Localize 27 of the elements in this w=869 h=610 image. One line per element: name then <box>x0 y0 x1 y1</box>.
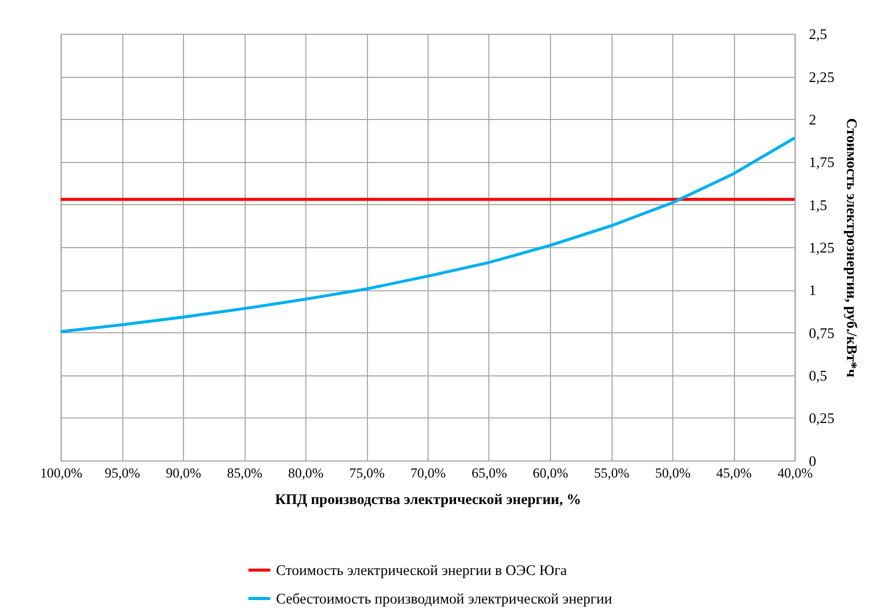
y-tick-label: 1,75 <box>808 155 834 172</box>
x-tick-label: 100,0% <box>40 466 82 481</box>
y-tick-label: 0,5 <box>808 368 828 385</box>
x-axis-title: КПД производства электрической энергии, % <box>275 492 582 508</box>
line-series <box>59 136 796 334</box>
x-tick-label: 70,0% <box>410 466 446 481</box>
x-tick-label: 85,0% <box>226 466 262 481</box>
y-tick-label: 2 <box>808 112 816 129</box>
y-tick-label: 0,75 <box>808 326 834 342</box>
y-tick-label: 1 <box>808 283 816 300</box>
x-tick-label: 95,0% <box>104 466 140 481</box>
y-tick-label: 1,5 <box>808 198 828 214</box>
y-tick-label: 2,5 <box>808 27 828 44</box>
x-tick-label: 90,0% <box>166 466 202 481</box>
y-tick-label: 0,25 <box>808 411 834 428</box>
x-tick-label: 55,0% <box>594 466 630 481</box>
x-tick-label: 45,0% <box>716 466 752 481</box>
legend-label: Себестоимость производимой электрической энергии <box>276 591 612 608</box>
y-tick-label: 1,25 <box>808 240 834 257</box>
x-tick-label: 50,0% <box>655 466 690 481</box>
x-tick-label: 80,0% <box>288 466 324 481</box>
y-axis-title: Стоимость электроэнергии, руб./кВт*ч <box>843 118 860 378</box>
y-tick-label: 2,25 <box>808 70 834 86</box>
x-tick-label: 60,0% <box>532 466 568 481</box>
x-tick-label: 75,0% <box>349 466 385 481</box>
legend-label: Стоимость электрической энергии в ОЭС Юга <box>276 562 568 579</box>
x-tick-label: 65,0% <box>472 466 507 481</box>
